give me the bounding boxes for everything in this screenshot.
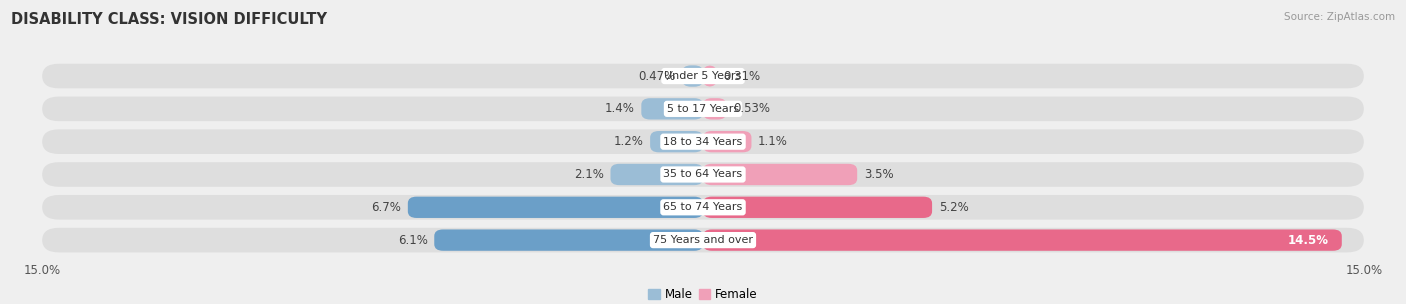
FancyBboxPatch shape	[641, 98, 703, 119]
FancyBboxPatch shape	[650, 131, 703, 152]
Text: DISABILITY CLASS: VISION DIFFICULTY: DISABILITY CLASS: VISION DIFFICULTY	[11, 12, 328, 27]
Text: 65 to 74 Years: 65 to 74 Years	[664, 202, 742, 212]
Text: 18 to 34 Years: 18 to 34 Years	[664, 137, 742, 147]
Legend: Male, Female: Male, Female	[648, 288, 758, 301]
FancyBboxPatch shape	[703, 164, 858, 185]
FancyBboxPatch shape	[42, 130, 1364, 154]
Text: 2.1%: 2.1%	[574, 168, 605, 181]
Text: 35 to 64 Years: 35 to 64 Years	[664, 170, 742, 179]
Text: 14.5%: 14.5%	[1288, 233, 1329, 247]
Text: 5.2%: 5.2%	[939, 201, 969, 214]
FancyBboxPatch shape	[42, 228, 1364, 252]
Text: Under 5 Years: Under 5 Years	[665, 71, 741, 81]
Text: 0.31%: 0.31%	[723, 70, 761, 83]
Text: 1.2%: 1.2%	[613, 135, 644, 148]
FancyBboxPatch shape	[42, 97, 1364, 121]
Text: 1.4%: 1.4%	[605, 102, 634, 115]
Text: 0.47%: 0.47%	[638, 70, 676, 83]
FancyBboxPatch shape	[703, 197, 932, 218]
FancyBboxPatch shape	[42, 64, 1364, 88]
FancyBboxPatch shape	[408, 197, 703, 218]
FancyBboxPatch shape	[682, 65, 703, 87]
Text: 6.1%: 6.1%	[398, 233, 427, 247]
FancyBboxPatch shape	[703, 131, 751, 152]
FancyBboxPatch shape	[434, 230, 703, 251]
FancyBboxPatch shape	[610, 164, 703, 185]
Text: 6.7%: 6.7%	[371, 201, 401, 214]
FancyBboxPatch shape	[703, 230, 1341, 251]
Text: 5 to 17 Years: 5 to 17 Years	[666, 104, 740, 114]
Text: Source: ZipAtlas.com: Source: ZipAtlas.com	[1284, 12, 1395, 22]
FancyBboxPatch shape	[703, 65, 717, 87]
Text: 3.5%: 3.5%	[863, 168, 893, 181]
FancyBboxPatch shape	[703, 98, 727, 119]
Text: 1.1%: 1.1%	[758, 135, 787, 148]
FancyBboxPatch shape	[42, 195, 1364, 219]
FancyBboxPatch shape	[42, 162, 1364, 187]
Text: 0.53%: 0.53%	[733, 102, 770, 115]
Text: 75 Years and over: 75 Years and over	[652, 235, 754, 245]
